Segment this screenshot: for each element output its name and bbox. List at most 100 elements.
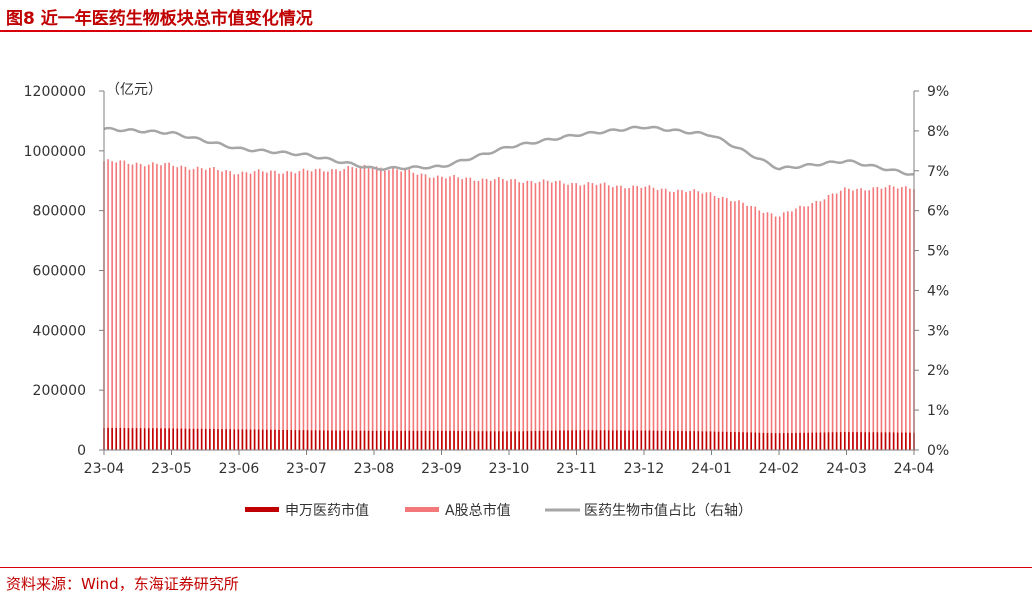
bar-sw-pharma — [457, 430, 459, 450]
bar-sw-pharma — [139, 428, 142, 450]
bar-a-share — [880, 188, 883, 450]
bar-sw-pharma — [192, 428, 195, 450]
bar-sw-pharma — [835, 432, 838, 450]
bar-sw-pharma — [404, 430, 407, 450]
bar-a-share — [896, 188, 899, 451]
bar-sw-pharma — [294, 430, 297, 450]
bar-sw-pharma — [742, 432, 744, 450]
bar-a-share — [677, 189, 679, 450]
bar-a-share — [652, 187, 655, 450]
bar-sw-pharma — [746, 432, 748, 450]
bar-a-share — [750, 205, 752, 450]
bar-sw-pharma — [872, 432, 875, 450]
bar-sw-pharma — [286, 429, 288, 450]
bar-a-share — [685, 192, 687, 451]
bar-a-share — [827, 194, 830, 450]
bar-sw-pharma — [624, 430, 626, 450]
bar-a-share — [192, 168, 195, 450]
bar-sw-pharma — [278, 429, 280, 450]
bar-sw-pharma — [844, 432, 846, 450]
bar-a-share — [754, 206, 757, 450]
bar-a-share — [343, 169, 345, 450]
bar-sw-pharma — [355, 430, 358, 450]
bar-sw-pharma — [909, 432, 911, 450]
bar-sw-pharma — [489, 431, 492, 450]
bar-a-share — [400, 171, 402, 450]
bar-sw-pharma — [396, 430, 398, 450]
bar-sw-pharma — [160, 428, 162, 450]
bar-a-share — [392, 167, 394, 450]
bar-a-share — [815, 200, 818, 450]
bar-sw-pharma — [274, 429, 276, 450]
bar-sw-pharma — [119, 427, 122, 450]
x-tick-label: 23-11 — [556, 461, 597, 477]
bar-sw-pharma — [579, 430, 582, 450]
bar-a-share — [693, 189, 695, 450]
bar-a-share — [286, 171, 288, 450]
bar-sw-pharma — [424, 430, 427, 450]
bar-sw-pharma — [559, 430, 561, 450]
bar-sw-pharma — [502, 431, 504, 450]
bar-a-share — [416, 174, 419, 450]
x-tick-label: 24-04 — [894, 461, 935, 477]
bar-sw-pharma — [514, 431, 516, 450]
bar-sw-pharma — [302, 430, 305, 450]
bar-sw-pharma — [518, 431, 520, 450]
bar-sw-pharma — [652, 430, 655, 450]
x-tick-label: 23-05 — [151, 461, 192, 477]
bar-a-share — [591, 183, 594, 450]
bar-sw-pharma — [595, 430, 598, 450]
bar-sw-pharma — [632, 430, 634, 450]
bar-a-share — [624, 188, 626, 450]
bar-sw-pharma — [567, 430, 569, 450]
bar-a-share — [787, 211, 789, 450]
bar-sw-pharma — [449, 430, 451, 450]
bar-a-share — [131, 164, 134, 450]
bar-a-share — [253, 171, 256, 450]
bar-a-share — [681, 190, 683, 450]
bar-a-share — [546, 180, 549, 450]
bar-a-share — [766, 212, 769, 450]
bar-a-share — [327, 171, 329, 451]
bar-a-share — [819, 201, 822, 450]
bar-sw-pharma — [754, 432, 757, 450]
bar-sw-pharma — [184, 428, 187, 450]
bar-a-share — [168, 162, 170, 450]
bar-sw-pharma — [485, 431, 488, 450]
bar-sw-pharma — [147, 428, 150, 450]
bar-sw-pharma — [892, 432, 895, 450]
bar-a-share — [323, 171, 325, 450]
bar-sw-pharma — [123, 427, 126, 450]
bar-sw-pharma — [644, 430, 647, 450]
y-left-tick-label: 200000 — [33, 383, 86, 399]
bar-sw-pharma — [290, 430, 293, 450]
bar-a-share — [375, 166, 378, 450]
legend-label-sw: 申万医药市值 — [285, 502, 369, 519]
bar-a-share — [213, 167, 215, 450]
bar-sw-pharma — [534, 431, 537, 450]
bar-sw-pharma — [616, 430, 618, 450]
x-tick-label: 23-10 — [489, 461, 530, 477]
bar-sw-pharma — [327, 430, 329, 450]
bar-sw-pharma — [787, 433, 789, 450]
figure-title: 图8 近一年医药生物板块总市值变化情况 — [6, 9, 313, 29]
bar-a-share — [139, 163, 142, 450]
bar-a-share — [420, 173, 423, 451]
bar-sw-pharma — [587, 430, 590, 450]
bar-a-share — [831, 193, 834, 450]
bar-sw-pharma — [782, 433, 785, 450]
bar-sw-pharma — [807, 432, 809, 450]
bar-sw-pharma — [343, 430, 345, 450]
bar-a-share — [583, 184, 586, 450]
bar-a-share — [436, 175, 439, 450]
bar-sw-pharma — [888, 432, 891, 450]
bar-a-share — [746, 205, 748, 450]
bar-a-share — [404, 170, 407, 450]
bar-a-share — [493, 179, 496, 450]
bar-a-share — [526, 180, 529, 451]
x-tick-label: 23-06 — [219, 461, 260, 477]
legend-label-ratio: 医药生物市值占比（右轴） — [584, 502, 752, 519]
legend-swatch-a — [405, 507, 439, 512]
y-right-tick-label: 2% — [927, 363, 949, 379]
bar-a-share — [266, 172, 268, 450]
